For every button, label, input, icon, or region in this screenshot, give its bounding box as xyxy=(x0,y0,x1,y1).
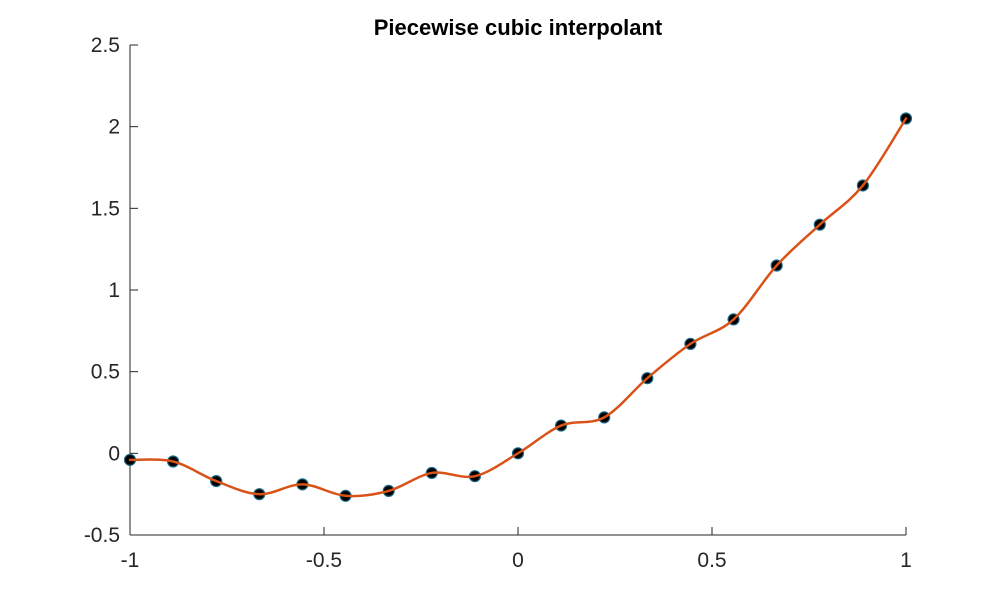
y-tick-label: 2 xyxy=(108,116,120,139)
y-tick-label: 1.5 xyxy=(91,197,120,220)
y-tick-label: 0.5 xyxy=(91,361,120,384)
plot-area xyxy=(123,112,913,502)
axes: -1 -0.5 0 0.5 1-0.500.511.522.5 xyxy=(84,34,912,572)
y-tick-label: 0 xyxy=(108,442,120,465)
interpolant-curve xyxy=(128,117,908,498)
y-tick-label: 1 xyxy=(108,279,120,302)
x-tick-label: 0.5 xyxy=(697,549,726,572)
x-tick-label: 0 xyxy=(512,549,524,572)
y-tick-label: -0.5 xyxy=(84,524,120,547)
x-tick-label: -1 xyxy=(121,549,140,572)
x-tick-label: -0.5 xyxy=(306,549,342,572)
x-tick-label: 1 xyxy=(900,549,912,572)
y-tick-label: 2.5 xyxy=(91,34,120,57)
chart-title: Piecewise cubic interpolant xyxy=(374,15,663,40)
